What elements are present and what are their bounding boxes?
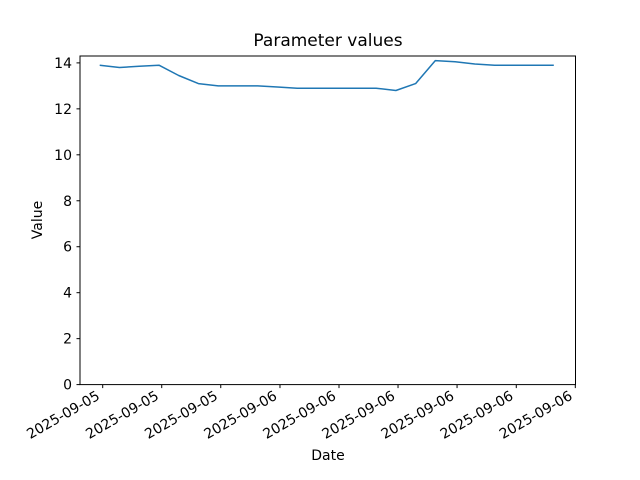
y-tick-label: 4	[63, 286, 72, 302]
y-tick-label: 2	[63, 332, 72, 348]
y-tick-label: 10	[54, 148, 72, 164]
y-tick-label: 8	[63, 194, 72, 210]
y-tick-label: 6	[63, 240, 72, 256]
chart-title: Parameter values	[253, 31, 403, 51]
axes-frame	[79, 55, 576, 386]
y-tick-label: 14	[54, 56, 72, 72]
x-axis-label: Date	[311, 448, 345, 464]
y-tick-label: 0	[63, 378, 72, 394]
data-line	[99, 59, 554, 92]
y-tick-label: 12	[54, 102, 72, 118]
